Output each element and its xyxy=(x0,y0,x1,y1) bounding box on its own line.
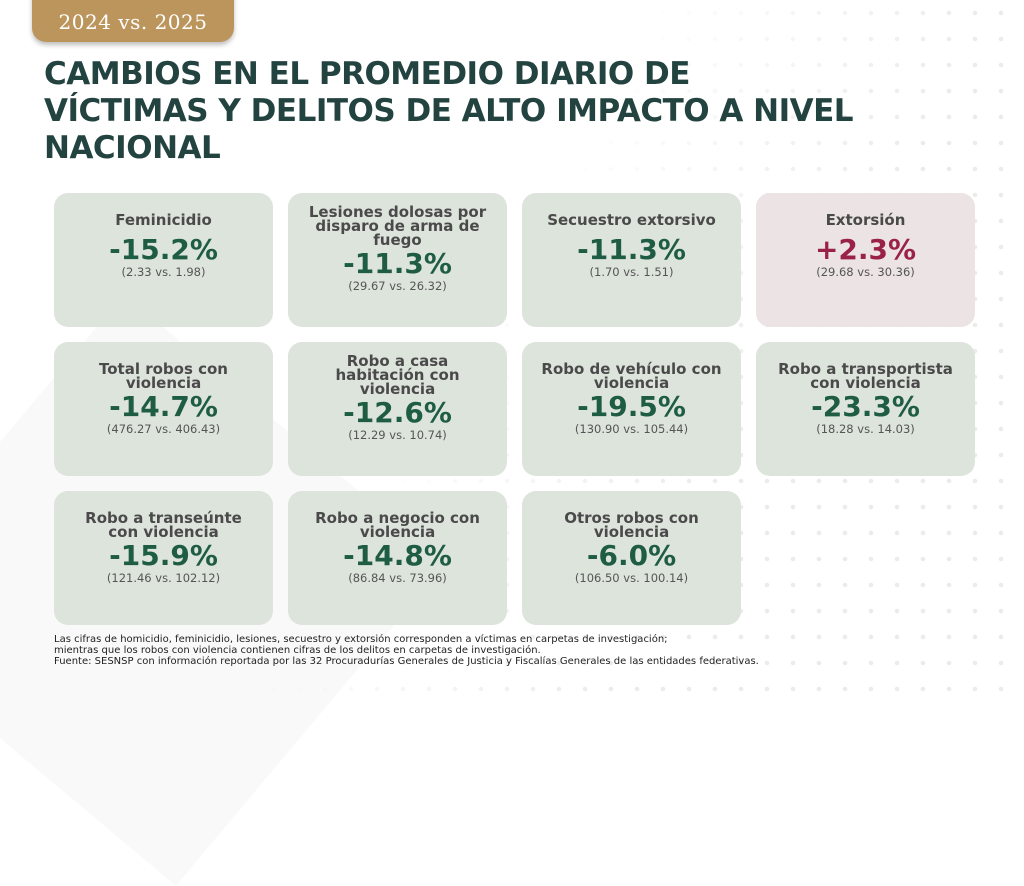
stat-card-comparison: (476.27 vs. 406.43) xyxy=(106,422,221,436)
stat-card-robo-negocio: Robo a negocio con violencia -14.8% (86.… xyxy=(288,491,507,625)
stat-card-label: Robo a negocio con violencia xyxy=(315,509,480,541)
stat-card-percent-change: -12.6% xyxy=(343,396,452,429)
stat-card-comparison: (130.90 vs. 105.44) xyxy=(574,422,689,436)
footnote-line: Las cifras de homicidio, feminicidio, le… xyxy=(54,634,668,645)
stat-card-label: Total robos con violencia xyxy=(99,360,228,392)
stat-card-percent-change: -19.5% xyxy=(577,390,686,423)
year-comparison-label: 2024 vs. 2025 xyxy=(58,10,208,34)
stat-card-percent-change: -23.3% xyxy=(811,390,920,423)
stat-card-extorsion: Extorsión +2.3% (29.68 vs. 30.36) xyxy=(756,193,975,327)
stat-card-comparison: (2.33 vs. 1.98) xyxy=(121,265,206,279)
stat-card-comparison: (106.50 vs. 100.14) xyxy=(574,571,689,585)
stat-card-label: Extorsión xyxy=(825,211,906,229)
stat-card-robo-transeunte: Robo a transeúnte con violencia -15.9% (… xyxy=(54,491,273,625)
stat-card-robo-casa-habitacion: Robo a casa habitación con violencia -12… xyxy=(288,342,507,476)
stat-card-comparison: (1.70 vs. 1.51) xyxy=(589,265,674,279)
stat-card-percent-change: -15.9% xyxy=(109,539,218,572)
stat-card-otros-robos: Otros robos con violencia -6.0% (106.50 … xyxy=(522,491,741,625)
stat-card-secuestro-extorsivo: Secuestro extorsivo -11.3% (1.70 vs. 1.5… xyxy=(522,193,741,327)
stat-card-lesiones-dolosas: Lesiones dolosas por disparo de arma de … xyxy=(288,193,507,327)
page-title: CAMBIOS EN EL PROMEDIO DIARIO DE VÍCTIMA… xyxy=(44,56,944,167)
stat-card-label: Lesiones dolosas por disparo de arma de … xyxy=(308,203,487,249)
stat-card-label: Secuestro extorsivo xyxy=(547,211,716,229)
stat-card-label: Robo a transportista con violencia xyxy=(778,360,953,392)
title-line: CAMBIOS EN EL PROMEDIO DIARIO DE xyxy=(44,56,690,92)
stat-card-percent-change: -15.2% xyxy=(109,233,218,266)
stat-card-comparison: (12.29 vs. 10.74) xyxy=(348,428,447,442)
title-line: NACIONAL xyxy=(44,130,221,166)
title-line: VÍCTIMAS Y DELITOS DE ALTO IMPACTO A NIV… xyxy=(44,93,854,129)
stat-card-label: Robo de vehículo con violencia xyxy=(541,360,722,392)
footnotes: Las cifras de homicidio, feminicidio, le… xyxy=(54,634,954,667)
stat-card-robo-transportista: Robo a transportista con violencia -23.3… xyxy=(756,342,975,476)
stat-card-label: Robo a transeúnte con violencia xyxy=(85,509,242,541)
year-comparison-badge: 2024 vs. 2025 xyxy=(32,0,234,42)
stat-card-percent-change: -6.0% xyxy=(586,539,677,572)
stat-card-comparison: (18.28 vs. 14.03) xyxy=(816,422,915,436)
stat-card-label: Feminicidio xyxy=(115,211,212,229)
stat-card-label: Otros robos con violencia xyxy=(564,509,699,541)
stat-card-percent-change: -11.3% xyxy=(343,247,452,280)
stat-card-percent-change: +2.3% xyxy=(814,233,917,266)
stat-card-total-robos: Total robos con violencia -14.7% (476.27… xyxy=(54,342,273,476)
stat-card-feminicidio: Feminicidio -15.2% (2.33 vs. 1.98) xyxy=(54,193,273,327)
stat-card-label: Robo a casa habitación con violencia xyxy=(335,352,460,398)
stat-card-percent-change: -14.7% xyxy=(109,390,218,423)
stat-card-comparison: (121.46 vs. 102.12) xyxy=(106,571,221,585)
stat-card-robo-vehiculo: Robo de vehículo con violencia -19.5% (1… xyxy=(522,342,741,476)
stat-card-percent-change: -14.8% xyxy=(343,539,452,572)
stat-card-comparison: (29.68 vs. 30.36) xyxy=(816,265,915,279)
stat-card-comparison: (29.67 vs. 26.32) xyxy=(348,279,447,293)
stat-card-percent-change: -11.3% xyxy=(577,233,686,266)
stat-card-comparison: (86.84 vs. 73.96) xyxy=(348,571,447,585)
source-note: Fuente: SESNSP con información reportada… xyxy=(54,656,759,667)
crime-stats-grid: Feminicidio -15.2% (2.33 vs. 1.98) Lesio… xyxy=(54,193,975,625)
footnote-line: mientras que los robos con violencia con… xyxy=(54,645,541,656)
